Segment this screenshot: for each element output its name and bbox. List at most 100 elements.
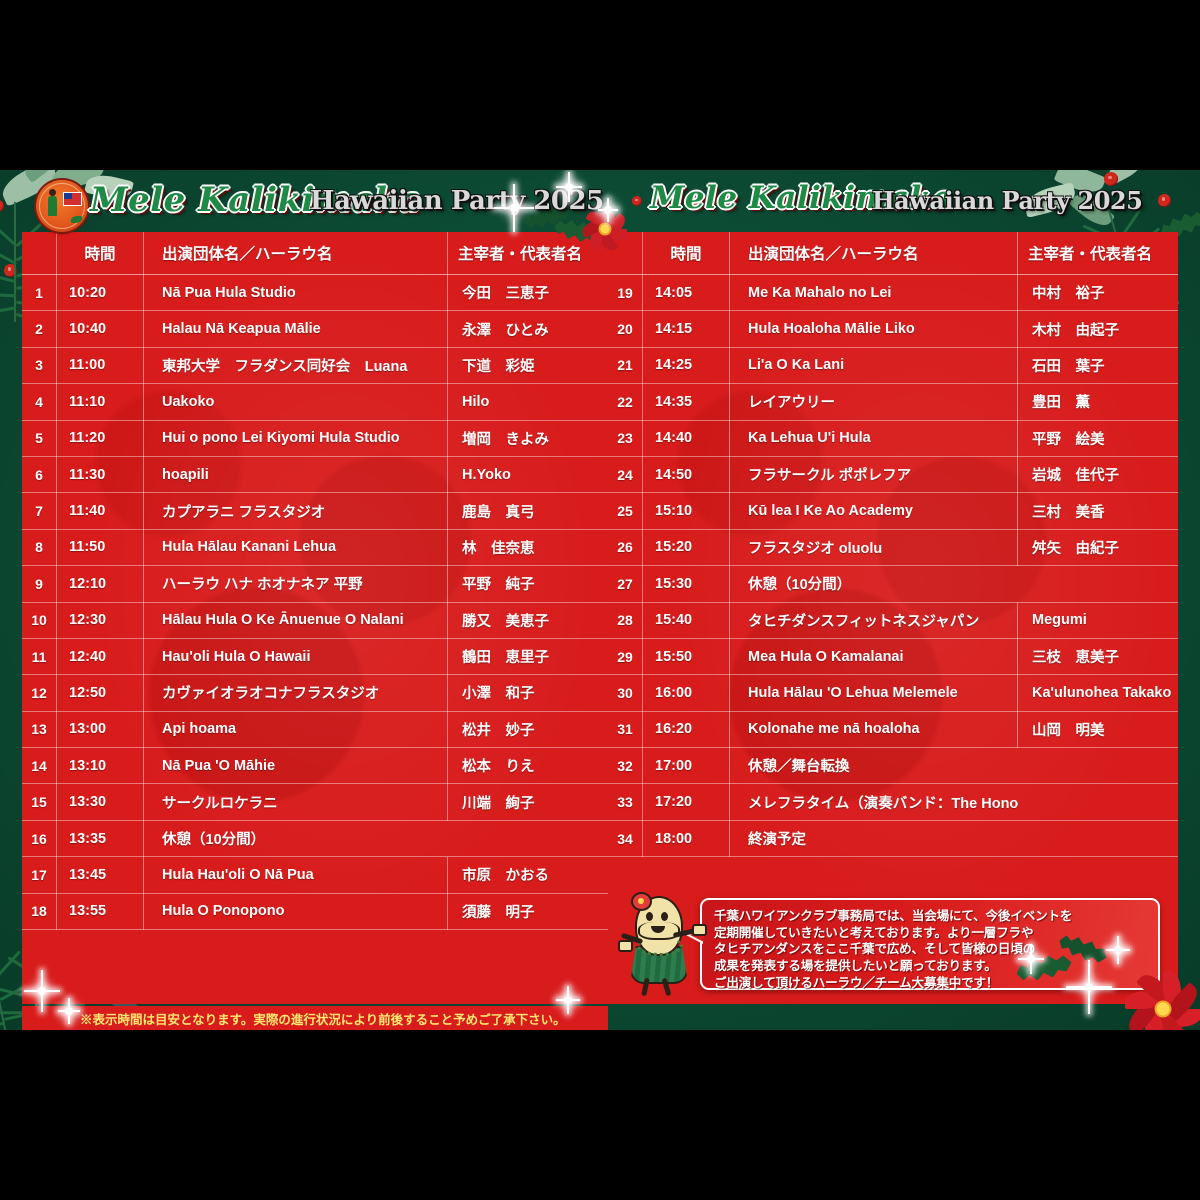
cell-index: 16: [22, 820, 57, 858]
cell-index: 26: [608, 529, 643, 567]
table-row: 3 11:00 東邦大学 フラダンス同好会 Luana 下道 彩姫: [22, 347, 608, 385]
poster-header: Mele Kalikimaka Hawaiian Party 2025 Mele…: [0, 170, 1200, 238]
balloon-line: 定期開催していきたいと考えております。より一層フラや: [714, 925, 1034, 940]
cell-index: 1: [22, 274, 57, 312]
peanut-hula-dancer-mascot-icon: [617, 888, 707, 1000]
cell-group: タヒチダンスフィットネスジャパン: [729, 602, 1018, 639]
cell-time: 13:30: [56, 783, 144, 821]
cell-time: 13:55: [56, 893, 144, 931]
table-row: 24 14:50 フラサークル ポポレフア 岩城 佳代子: [608, 456, 1178, 494]
table-row: 2 10:40 Halau Nā Keapua Mālie 永澤 ひとみ: [22, 310, 608, 348]
col-header-time: 時間: [56, 232, 144, 275]
table-row: 29 15:50 Mea Hula O Kamalanai 三枝 恵美子: [608, 638, 1178, 676]
title-mele-kalikimaka: Mele Kalikimaka: [90, 180, 421, 220]
cell-host: 豊田 薫: [1017, 383, 1178, 421]
table-row: 18 13:55 Hula O Ponopono 須藤 明子: [22, 893, 608, 931]
table-row: 30 16:00 Hula Hālau 'O Lehua Melemele Ka'ul…: [608, 674, 1178, 712]
cell-time: 11:30: [56, 456, 144, 494]
cell-index: 31: [608, 711, 643, 749]
cell-index: 4: [22, 383, 57, 421]
cell-host: [1017, 820, 1178, 858]
cell-index: 24: [608, 456, 643, 494]
cell-index: 8: [22, 529, 57, 567]
col-header-no: [608, 232, 643, 275]
cell-group: 休憩／舞台転換: [729, 747, 1018, 785]
cell-host: 下道 彩姫: [447, 347, 608, 385]
cell-time: 13:00: [56, 711, 144, 749]
cell-host: 鶴田 恵里子: [447, 638, 608, 676]
cell-index: 28: [608, 602, 643, 639]
cell-time: 11:50: [56, 529, 144, 567]
cell-group: Api hoama: [143, 711, 448, 749]
cell-time: 15:50: [642, 638, 730, 676]
cell-group: Nā Pua Hula Studio: [143, 274, 448, 312]
cell-time: 14:05: [642, 274, 730, 312]
table-row: 15 13:30 サークルロケラニ 川端 絢子: [22, 783, 608, 821]
cell-host: Ka'ulunohea Takako: [1017, 674, 1178, 712]
table-row: 21 14:25 Li'a O Ka Lani 石田 葉子: [608, 347, 1178, 385]
cell-group: Hula Hālau Kanani Lehua: [143, 529, 448, 567]
cell-host: [447, 820, 608, 858]
cell-group: 休憩（10分間）: [143, 820, 448, 858]
balloon-line: 千葉ハワイアンクラブ事務局では、当会場にて、今後イベントを: [714, 909, 1073, 923]
cell-index: 21: [608, 347, 643, 385]
cell-index: 34: [608, 820, 643, 858]
cell-host: 三枝 恵美子: [1017, 638, 1178, 676]
cell-time: 16:00: [642, 674, 730, 712]
cell-time: 13:35: [56, 820, 144, 858]
table-row: 19 14:05 Me Ka Mahalo no Lei 中村 裕子: [608, 274, 1178, 312]
cell-host: [1017, 747, 1178, 785]
cell-group: フラスタジオ oluolu: [729, 529, 1018, 567]
cell-group: カプアラニ フラスタジオ: [143, 492, 448, 530]
cell-host: 小澤 和子: [447, 674, 608, 712]
cell-host: [1017, 783, 1178, 821]
cell-index: 18: [22, 893, 57, 931]
cell-index: 17: [22, 856, 57, 894]
cell-index: 5: [22, 420, 57, 457]
cell-index: 3: [22, 347, 57, 385]
table-row: 27 15:30 休憩（10分間）: [608, 565, 1178, 603]
cell-host: 今田 三恵子: [447, 274, 608, 312]
cell-time: 13:45: [56, 856, 144, 894]
cell-index: 32: [608, 747, 643, 785]
schedule-panel-left: 時間 出演団体名／ハーラウ名 主宰者・代表者名 1 10:20 Nā Pua Hul…: [22, 232, 608, 1004]
cell-time: 17:00: [642, 747, 730, 785]
cell-time: 13:10: [56, 747, 144, 785]
cell-index: 33: [608, 783, 643, 821]
cell-group: Hau'oli Hula O Hawaii: [143, 638, 448, 676]
cell-host: 増岡 きよみ: [447, 420, 608, 457]
cell-index: 6: [22, 456, 57, 494]
cell-time: 15:40: [642, 602, 730, 639]
cell-time: 12:30: [56, 602, 144, 639]
cell-group: カヴァイオラオコナフラスタジオ: [143, 674, 448, 712]
table-row: 4 11:10 Uakoko Hilo: [22, 383, 608, 421]
cell-time: 11:20: [56, 420, 144, 457]
schedule-table-right: 時間 出演団体名／ハーラウ名 主宰者・代表者名 19 14:05 Me Ka Mah…: [608, 232, 1178, 858]
table-row: 12 12:50 カヴァイオラオコナフラスタジオ 小澤 和子: [22, 674, 608, 712]
cell-time: 11:10: [56, 383, 144, 421]
hawaii-club-logo-icon: [36, 180, 88, 232]
cell-host: 川端 絢子: [447, 783, 608, 821]
cell-index: 20: [608, 310, 643, 348]
table-row: 1 10:20 Nā Pua Hula Studio 今田 三恵子: [22, 274, 608, 312]
cell-host: H.Yoko: [447, 456, 608, 494]
col-header-no: [22, 232, 57, 275]
cell-index: 2: [22, 310, 57, 348]
table-row: 34 18:00 終演予定: [608, 820, 1178, 858]
table-row: 6 11:30 hoapili H.Yoko: [22, 456, 608, 494]
cell-index: 15: [22, 783, 57, 821]
table-row: 22 14:35 レイアウリー 豊田 薫: [608, 383, 1178, 421]
col-header-host: 主宰者・代表者名: [447, 232, 608, 275]
cell-host: 鹿島 真弓: [447, 492, 608, 530]
table-header-row: 時間 出演団体名／ハーラウ名 主宰者・代表者名: [608, 232, 1178, 275]
table-row: 26 15:20 フラスタジオ oluolu 舛矢 由紀子: [608, 529, 1178, 567]
cell-group: メレフラタイム（演奏バンド：The Honobono Lake Trio）: [729, 783, 1018, 821]
table-row: 23 14:40 Ka Lehua U'i Hula 平野 絵美: [608, 420, 1178, 457]
cell-host: 永澤 ひとみ: [447, 310, 608, 348]
cell-index: 13: [22, 711, 57, 749]
cell-time: 10:20: [56, 274, 144, 312]
table-row: 10 12:30 Hālau Hula O Ke Ānuenue O Nalani 勝…: [22, 602, 608, 639]
cell-index: 25: [608, 492, 643, 530]
cell-index: 27: [608, 565, 643, 603]
